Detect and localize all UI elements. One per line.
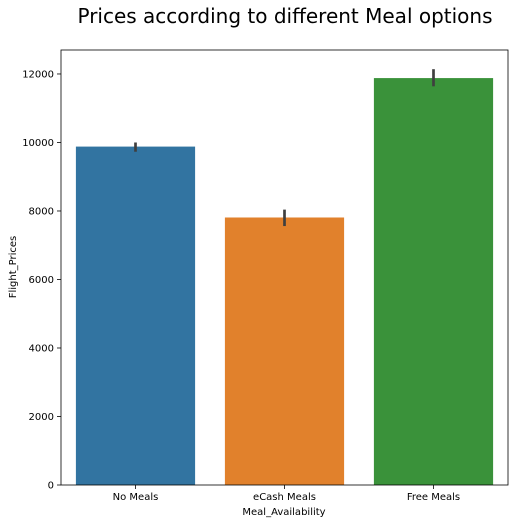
bar-no-meals — [75, 146, 196, 485]
x-axis-label: Meal_Availability — [242, 507, 325, 518]
y-tick-label: 0 — [48, 481, 54, 492]
y-tick-label: 4000 — [29, 343, 54, 354]
y-tick-label: 6000 — [29, 275, 54, 286]
y-tick-label: 2000 — [29, 412, 54, 423]
y-tick-label: 8000 — [29, 206, 54, 217]
error-bars-group — [134, 69, 435, 227]
y-tick-label: 10000 — [22, 138, 54, 149]
x-axis: No Meals eCash Meals Free Meals — [113, 485, 460, 503]
bar-free-meals — [373, 78, 494, 486]
x-tick-label: eCash Meals — [253, 492, 316, 503]
y-axis-label: Flight_Prices — [8, 236, 19, 299]
chart-title: Prices according to different Meal optio… — [77, 4, 492, 28]
bars-group — [75, 78, 494, 486]
y-tick-label: 12000 — [22, 69, 54, 80]
y-axis: 0 2000 4000 6000 8000 10000 12000 — [22, 69, 61, 492]
bar-ecash-meals — [224, 217, 345, 485]
x-tick-label: No Meals — [113, 492, 159, 503]
x-tick-label: Free Meals — [407, 492, 460, 503]
